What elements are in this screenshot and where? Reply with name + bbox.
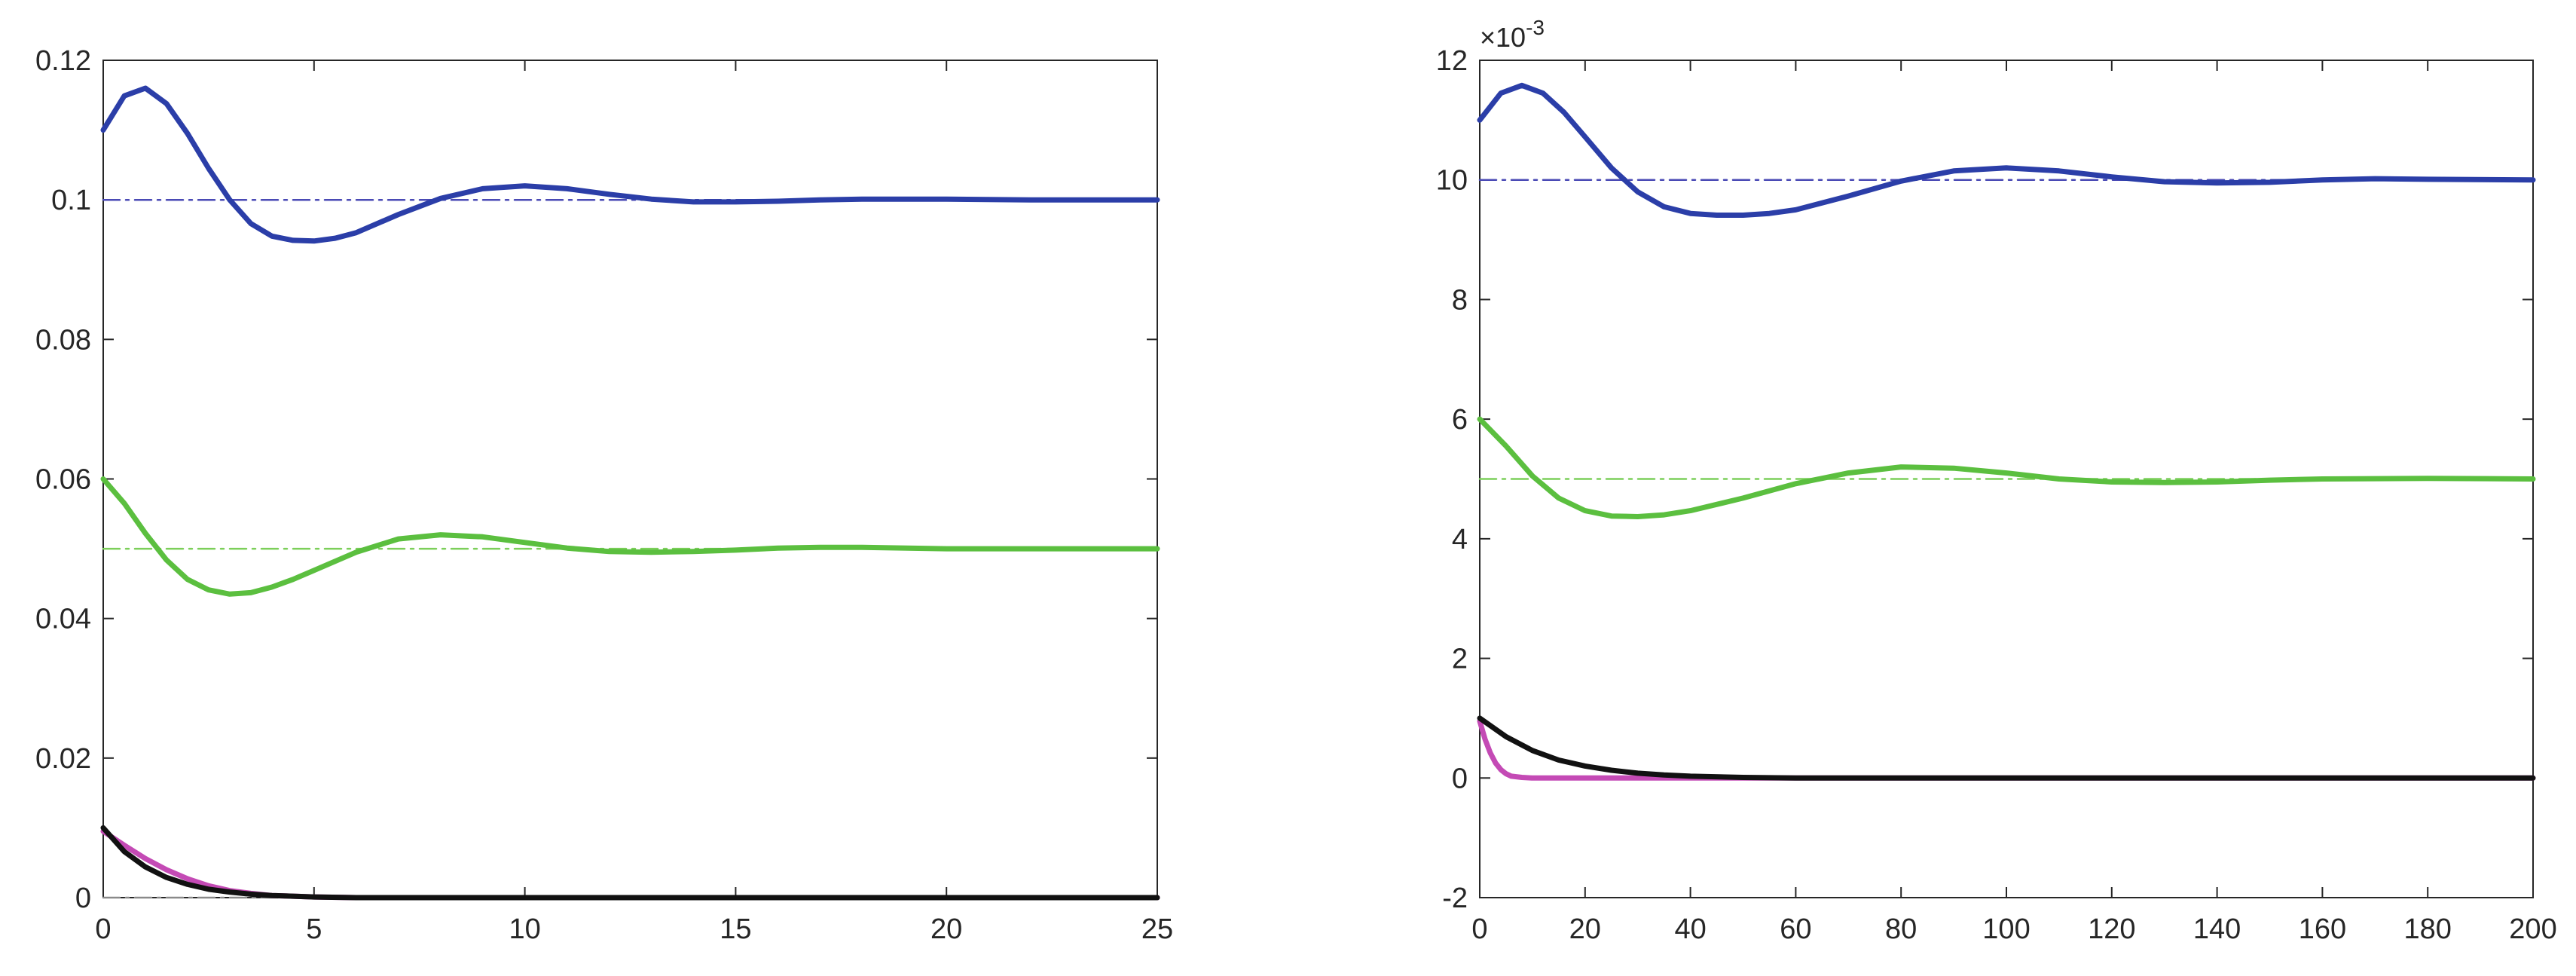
y-tick-label: 10 — [1436, 165, 1468, 197]
x-tick-label: 0 — [1471, 913, 1487, 945]
x-tick-label: 20 — [1569, 913, 1601, 945]
x-tick-label: 40 — [1674, 913, 1706, 945]
x-tick-label: 20 — [930, 913, 962, 945]
y-tick-label: 0 — [1452, 763, 1468, 794]
curve-series-2 — [1477, 718, 2536, 781]
y-tick-label: 8 — [1452, 284, 1468, 316]
curve-series-0 — [1477, 82, 2536, 218]
curve-series-3 — [100, 825, 1160, 901]
left-chart-panel: 0 5 10 15 20 25 0 0.02 0.04 0.06 0.08 0.1 0.12 — [35, 45, 1173, 945]
y-tick-label: 12 — [1436, 45, 1468, 77]
y-tick-label: -2 — [1442, 883, 1468, 914]
y-tick-label: 0.1 — [51, 185, 91, 216]
right-chart-panel: 0 20 40 60 80 100 120 140 160 180 200-2024681012×1… — [1436, 16, 2557, 945]
curve-series-2 — [100, 828, 1160, 901]
y-exponent-base: ×10 — [1480, 22, 1526, 53]
y-tick-label: 0.08 — [35, 324, 91, 356]
x-tick-label: 25 — [1141, 913, 1173, 945]
x-tick-label: 15 — [720, 913, 751, 945]
y-tick-label: 0.12 — [35, 45, 91, 77]
y-tick-label: 0.04 — [35, 604, 91, 635]
x-tick-label: 120 — [2088, 913, 2135, 945]
y-tick-label: 0 — [75, 883, 91, 914]
curve-series-0 — [100, 85, 1160, 244]
x-tick-label: 100 — [1982, 913, 2030, 945]
y-tick-label: 2 — [1452, 644, 1468, 675]
x-tick-label: 140 — [2193, 913, 2241, 945]
y-tick-label: 4 — [1452, 524, 1468, 555]
x-tick-label: 180 — [2403, 913, 2451, 945]
y-tick-label: 6 — [1452, 404, 1468, 436]
x-tick-label: 0 — [95, 913, 111, 945]
x-tick-label: 5 — [306, 913, 322, 945]
y-axis-exponent-label: ×10-3 — [1480, 16, 1545, 53]
curve-series-1 — [100, 476, 1160, 597]
curve-series-1 — [1477, 416, 2536, 519]
plot-area-box — [102, 60, 1158, 898]
x-tick-label: 200 — [2509, 913, 2556, 945]
y-tick-label: 0.02 — [35, 743, 91, 775]
x-tick-label: 160 — [2299, 913, 2346, 945]
y-tick-label: 0.06 — [35, 464, 91, 496]
curve-series-3 — [1477, 715, 2536, 781]
x-tick-label: 10 — [509, 913, 540, 945]
x-tick-label: 80 — [1885, 913, 1917, 945]
y-exponent-power: -3 — [1526, 16, 1545, 39]
x-tick-label: 60 — [1780, 913, 1811, 945]
